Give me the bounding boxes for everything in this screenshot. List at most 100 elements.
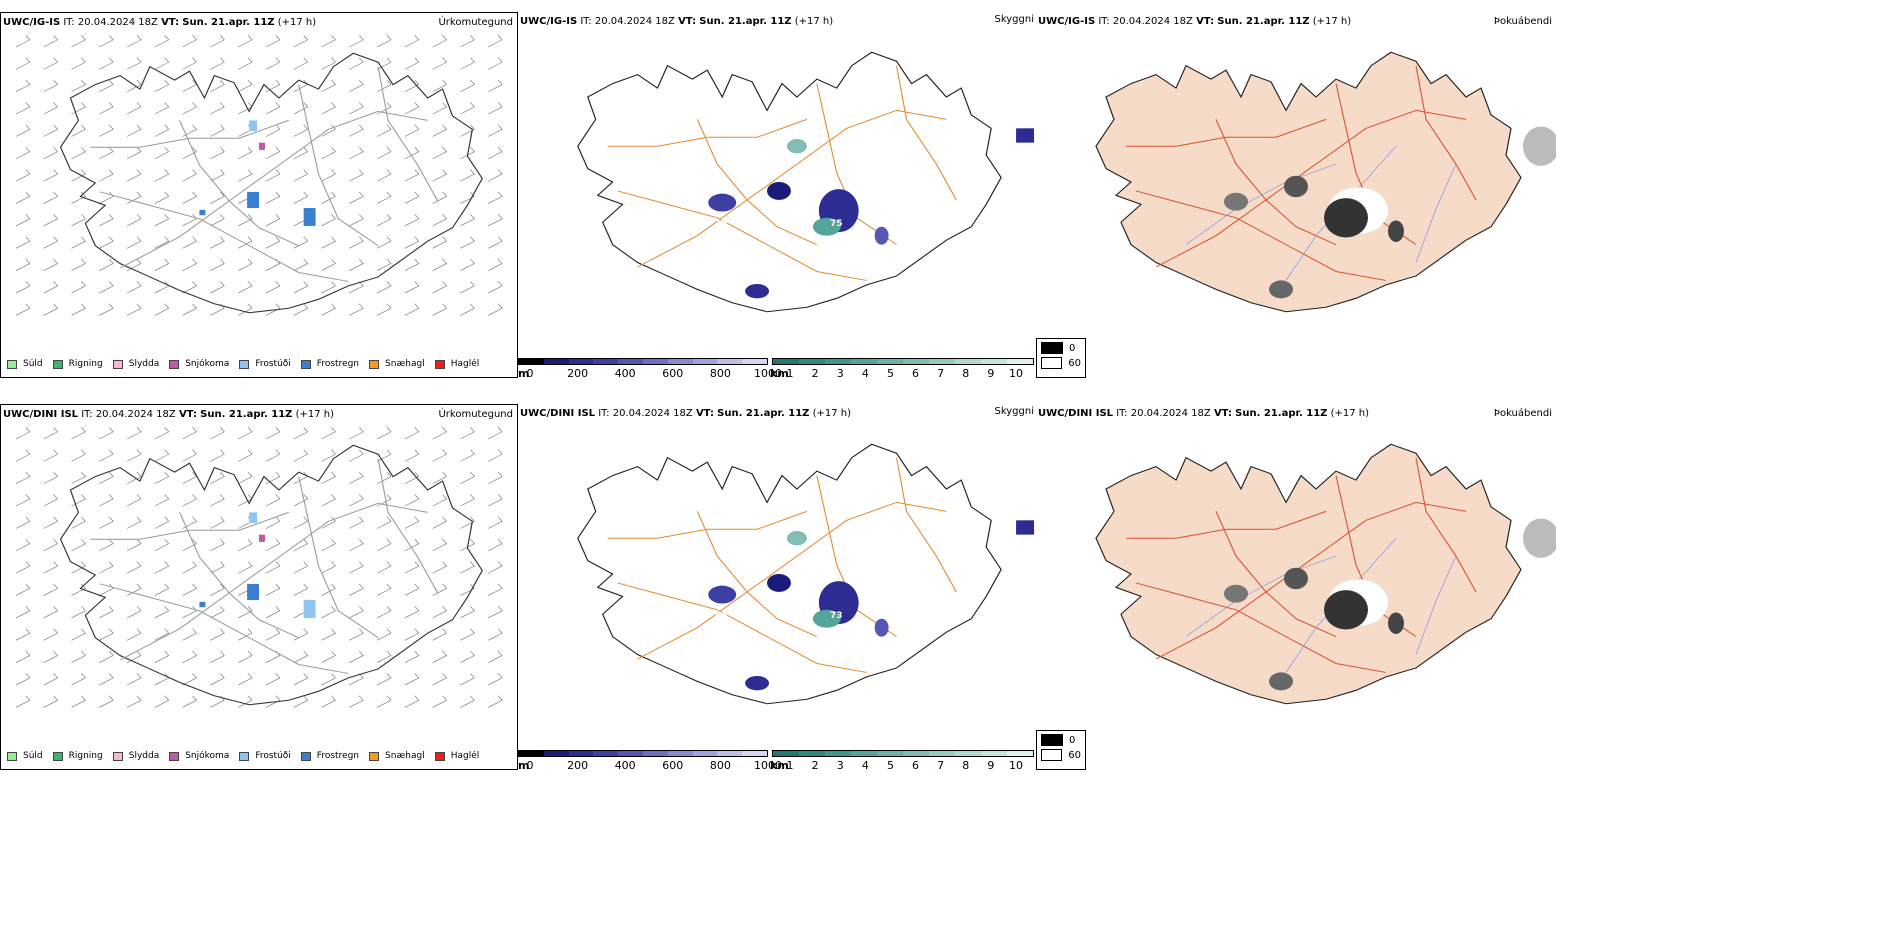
panel-title: UWC/DINI ISL IT: 20.04.2024 18Z VT: Sun.… [3,409,334,420]
precip-legend-label: Súld [23,359,43,369]
precip-legend-swatch [300,359,311,369]
precip-legend-item: Súld [7,359,43,369]
visibility-tick: 6 [912,367,920,380]
fog-legend-swatch [1041,749,1063,761]
visibility-tick: 7 [937,367,945,380]
precip-type-label: Úrkomutegund [438,17,513,28]
height-unit: m [518,759,530,772]
visibility-tick: 4 [861,367,869,380]
precip-legend-item: Súld [7,751,43,761]
precip-legend-label: Slydda [128,751,160,761]
visibility-colorbar [772,750,1034,757]
visibility-tick: 1 [786,367,794,380]
it-value: 20.04.2024 18Z [1112,16,1193,27]
vt-value: Sun. 21.apr. 11Z [1235,408,1328,419]
model-name: UWC/DINI ISL [3,409,79,420]
it-label: IT: [598,408,610,419]
vt-value: Sun. 21.apr. 11Z [699,16,792,27]
visibility-tick: 3 [836,759,844,772]
visibility-label: Skyggni [994,14,1034,25]
precip-legend-swatch [52,751,63,761]
visibility-unit: km [770,367,789,380]
fog-legend-item: 0 [1041,342,1081,354]
precip-legend-item: Haglél [434,751,479,761]
visibility-ticks: 1 2 3 4 5 6 7 8 9 10 [787,759,1024,773]
precip-legend-item: Slydda [112,359,160,369]
it-value: 20.04.2024 18Z [95,409,176,420]
fog-legend-swatch [1041,342,1063,354]
precip-legend-swatch [7,751,17,761]
visibility-peak-value: 56 [773,205,786,215]
visibility-colorbar [772,358,1034,365]
visibility-tick: 8 [962,759,970,772]
lead-time: (+17 h) [1330,408,1370,419]
visibility-areas [708,128,1035,299]
visibility-peak-value: 73 [830,611,843,621]
precip-legend-swatch [112,751,123,761]
height-tick: 200 [567,759,589,772]
lead-time: (+17 h) [295,409,335,420]
model-name: UWC/IG-IS [520,16,578,27]
panel-title: UWC/IG-IS IT: 20.04.2024 18Z VT: Sun. 21… [3,17,316,28]
precip-type-panel: UWC/IG-IS IT: 20.04.2024 18Z VT: Sun. 21… [0,12,518,378]
vt-value: Sun. 21.apr. 11Z [1217,16,1310,27]
precip-legend-swatch [52,359,63,369]
visibility-panel: 56 15 75 18 57 17 UWC/IG-IS IT: 20.04.2024 18Z… [518,12,1036,381]
panel-title: UWC/IG-IS IT: 20.04.2024 18Z VT: Sun. 21… [520,16,833,27]
visibility-tick: 5 [886,367,894,380]
precip-type-panel: UWC/DINI ISL IT: 20.04.2024 18Z VT: Sun.… [0,404,518,770]
precip-type-label: Úrkomutegund [438,409,513,420]
precip-legend-item: Slydda [112,751,160,761]
precip-legend-label: Rigning [68,359,103,369]
fog-panel: UWC/DINI ISL IT: 20.04.2024 18Z VT: Sun.… [1036,404,1556,770]
precip-legend-label: Slydda [128,359,160,369]
height-colorbar [518,750,768,757]
it-label: IT: [1098,16,1110,27]
fog-legend-item: 0 [1041,734,1081,746]
precip-legend: Súld Rigning Slydda Snjókoma Frostúði Fr… [7,359,489,369]
fog-legend-value: 0 [1069,342,1076,354]
precip-legend-swatch [169,751,180,761]
precip-legend-label: Frostregn [316,359,360,369]
precip-legend-item: Frostúði [239,359,291,369]
height-tick: 0 [526,759,534,772]
precip-legend-swatch [369,359,380,369]
visibility-tick: 7 [937,759,945,772]
precip-legend-label: Snæhagl [385,359,425,369]
lead-time: (+17 h) [812,408,852,419]
visibility-tick: 9 [987,759,995,772]
visibility-unit: km [770,759,789,772]
vt-label: VT: [161,17,180,28]
height-tick: 400 [614,367,636,380]
it-label: IT: [81,409,93,420]
precip-legend-label: Súld [23,751,43,761]
precip-legend: Súld Rigning Slydda Snjókoma Frostúði Fr… [7,751,489,761]
visibility-tick: 3 [836,367,844,380]
visibility-peak-value: 15 [715,219,728,229]
vt-value: Sun. 21.apr. 11Z [182,17,275,28]
lead-time: (+17 h) [794,16,834,27]
precip-legend-label: Snæhagl [385,751,425,761]
fog-label: Þokuábendi [1493,408,1552,419]
precip-areas [199,120,316,226]
height-tick: 800 [709,367,731,380]
visibility-panel: 55 56 73 15 61 UWC/DINI ISL IT: 20.04.2024 18… [518,404,1036,773]
precip-legend-label: Frostúði [255,359,291,369]
fog-areas [1224,518,1556,691]
vt-label: VT: [695,408,714,419]
fog-legend-swatch [1041,734,1063,746]
visibility-label: Skyggni [994,406,1034,417]
precip-legend-swatch [369,751,380,761]
panel-title: UWC/DINI ISL IT: 20.04.2024 18Z VT: Sun.… [520,408,851,419]
fog-label: Þokuábendi [1493,16,1552,27]
vt-label: VT: [678,16,697,27]
height-tick: 200 [567,367,589,380]
height-tick: 1000 [754,759,782,772]
height-tick: 400 [614,759,636,772]
it-value: 20.04.2024 18Z [1130,408,1211,419]
model-name: UWC/IG-IS [3,17,61,28]
height-ticks: 0 200 400 600 800 1000 [527,367,783,381]
visibility-peak-value: 15 [836,634,849,644]
model-name: UWC/DINI ISL [1038,408,1114,419]
visibility-peak-value: 75 [830,219,843,229]
